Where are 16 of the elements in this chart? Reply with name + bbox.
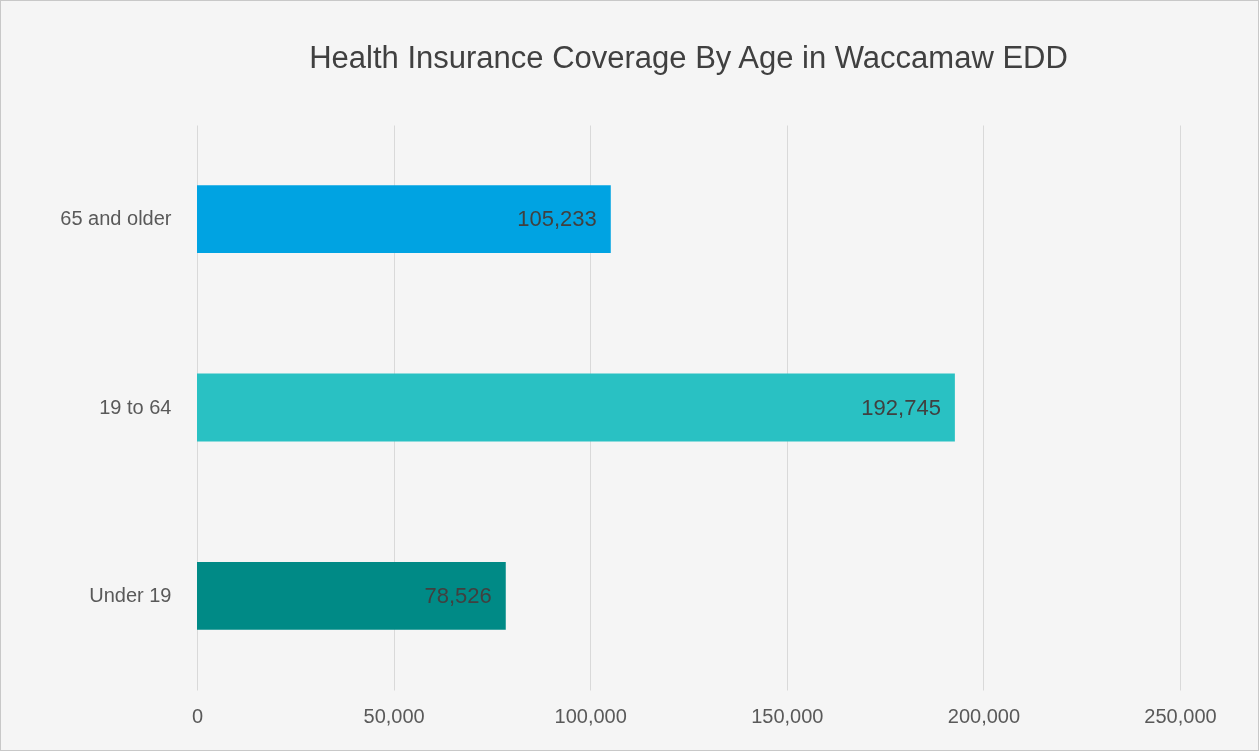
y-tick-label: 65 and older [60, 207, 172, 230]
y-tick-label: 19 to 64 [99, 395, 172, 418]
bar [197, 561, 506, 630]
x-tick-label: 250,000 [1144, 704, 1217, 727]
x-tick-label: 100,000 [554, 704, 627, 727]
chart-title: Health Insurance Coverage By Age in Waccamaw EDD [309, 40, 1068, 75]
data-label: 192,745 [861, 394, 941, 420]
bar [197, 185, 611, 254]
x-tick-label: 50,000 [363, 704, 425, 727]
x-tick-label: 0 [191, 704, 204, 727]
x-tick-label: 200,000 [947, 704, 1021, 727]
data-label: 78,526 [424, 582, 492, 608]
bar [197, 373, 955, 442]
y-tick-label: Under 19 [89, 583, 172, 606]
data-label: 105,233 [517, 206, 597, 232]
x-tick-label: 150,000 [751, 704, 824, 727]
